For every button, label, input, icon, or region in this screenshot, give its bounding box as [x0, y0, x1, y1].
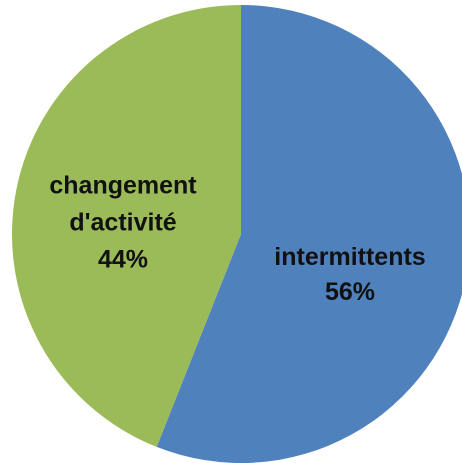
- slice-label-1-line-1: d'activité: [69, 209, 176, 237]
- slice-label-1-line-0: changement: [49, 172, 197, 200]
- pie-labels: intermittents 56% changement d'activité 44%: [49, 172, 425, 307]
- pie-slice-0: [156, 5, 462, 463]
- pie-slices: [11, 5, 462, 463]
- pie-slice-1: [11, 5, 241, 447]
- slice-percent-label-0: 56%: [325, 278, 375, 306]
- slice-label-0-line-0: intermittents: [274, 243, 425, 271]
- slice-percent-label-1: 44%: [98, 246, 148, 274]
